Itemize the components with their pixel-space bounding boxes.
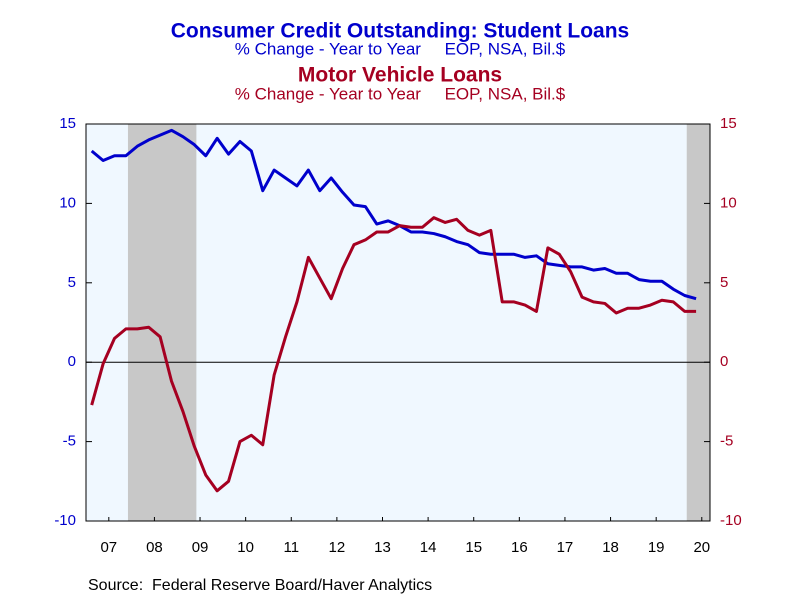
x-tick-label: 11: [283, 539, 299, 556]
series-line: [90, 128, 697, 301]
plot-frame: [85, 123, 711, 522]
y2-tick-label: 10: [720, 194, 737, 211]
x-tick-label: 14: [420, 539, 437, 556]
source-note: Source: Federal Reserve Board/Haver Anal…: [88, 577, 432, 594]
chart-title: Consumer Credit Outstanding: Student Loa…: [171, 20, 630, 43]
x-tick-label: 10: [237, 539, 254, 556]
y2-tick-label: 5: [720, 274, 728, 291]
x-tick-label: 18: [602, 539, 619, 556]
recession-band: [127, 124, 197, 521]
y-tick-label: -5: [63, 433, 76, 450]
x-tick-label: 12: [329, 539, 346, 556]
x-tick-label: 09: [192, 539, 209, 556]
y2-tick-label: -10: [720, 512, 742, 529]
series-line: [90, 216, 697, 493]
x-tick-label: 16: [511, 539, 528, 556]
y-tick-label: 5: [68, 274, 76, 291]
chart-subtitle: % Change - Year to Year EOP, NSA, Bil.$: [235, 84, 566, 103]
recession-band: [686, 124, 710, 521]
y2-tick-label: 15: [720, 115, 737, 132]
x-tick-label: 15: [465, 539, 482, 556]
chart-subtitle: % Change - Year to Year EOP, NSA, Bil.$: [235, 39, 566, 58]
y-tick-label: 10: [59, 194, 76, 211]
y-tick-label: 0: [68, 353, 76, 370]
y-tick-label: -10: [54, 512, 76, 529]
chart-title: Motor Vehicle Loans: [298, 64, 502, 87]
y2-tick-label: -5: [720, 433, 733, 450]
x-tick-label: 17: [557, 539, 574, 556]
y2-tick-label: 0: [720, 353, 728, 370]
x-tick-label: 08: [146, 539, 163, 556]
x-tick-label: 07: [100, 539, 117, 556]
x-tick-label: 13: [374, 539, 391, 556]
x-tick-label: 20: [693, 539, 710, 556]
x-tick-label: 19: [648, 539, 665, 556]
y-tick-label: 15: [59, 115, 76, 132]
